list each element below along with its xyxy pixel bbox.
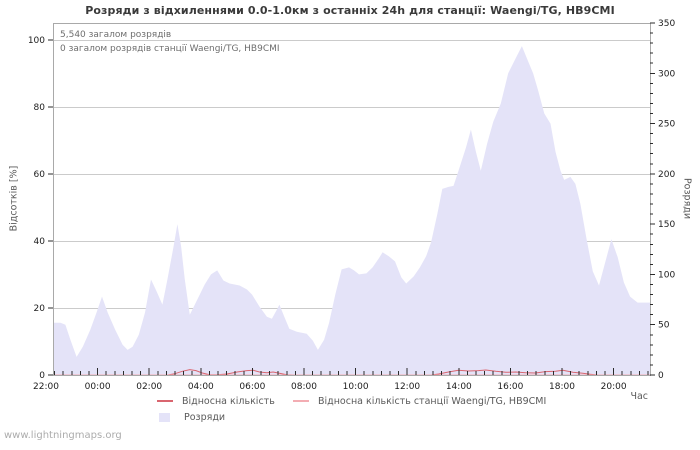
y-right-tick-label: 0 bbox=[658, 371, 664, 381]
x-tick-label: 16:00 bbox=[497, 382, 523, 392]
watermark-link[interactable]: www.lightningmaps.org bbox=[4, 430, 122, 441]
chart-title: Розряди з відхиленнями 0.0-1.0км з остан… bbox=[85, 4, 615, 17]
y-right-tick-label: 50 bbox=[658, 321, 670, 331]
y-left-tick-label: 80 bbox=[34, 103, 46, 113]
y-axis-left-title: Відсотків [%] bbox=[8, 165, 20, 232]
y-right-tick-label: 350 bbox=[658, 19, 675, 29]
annotation-total-discharges: 5,540 загалом розрядів bbox=[60, 30, 172, 40]
x-tick-label: 20:00 bbox=[601, 382, 627, 392]
y-left-tick-label: 60 bbox=[34, 170, 46, 180]
y-right-tick-label: 150 bbox=[658, 220, 675, 230]
x-axis-title: Час bbox=[630, 391, 648, 402]
legend-item-station-relative-count: Відносна кількість станції Waengi/TG, HB… bbox=[293, 395, 546, 407]
legend-label-relative: Відносна кількість bbox=[182, 395, 275, 407]
y-right-tick-label: 100 bbox=[658, 270, 675, 280]
x-tick-label: 10:00 bbox=[343, 382, 369, 392]
y-left-tick-label: 40 bbox=[34, 237, 46, 247]
y-left-tick-label: 0 bbox=[39, 371, 45, 381]
legend-item-relative-count: Відносна кількість bbox=[157, 395, 275, 407]
x-tick-label: 06:00 bbox=[239, 382, 265, 392]
x-tick-label: 12:00 bbox=[394, 382, 420, 392]
legend-label-discharges: Розряди bbox=[184, 411, 226, 423]
x-tick-label: 02:00 bbox=[136, 382, 162, 392]
x-tick-label: 18:00 bbox=[549, 382, 575, 392]
axis-ticks bbox=[48, 22, 655, 376]
x-tick-label: 04:00 bbox=[188, 382, 214, 392]
x-tick-label: 08:00 bbox=[291, 382, 317, 392]
y-left-tick-label: 20 bbox=[34, 304, 46, 314]
plot-border bbox=[53, 23, 651, 376]
annotation-station-total-discharges: 0 загалом розрядів станції Waengi/TG, HB… bbox=[60, 44, 280, 54]
y-right-tick-label: 200 bbox=[658, 170, 675, 180]
legend-area-swatch-discharges bbox=[159, 412, 170, 422]
discharges-area-series bbox=[53, 46, 650, 375]
legend-item-discharges: Розряди bbox=[157, 411, 225, 423]
y-axis-right-title: Розряди bbox=[681, 177, 693, 220]
x-tick-label: 00:00 bbox=[85, 382, 111, 392]
y-left-tick-label: 100 bbox=[28, 36, 45, 46]
y-right-tick-label: 300 bbox=[658, 69, 675, 79]
y-right-tick-label: 250 bbox=[658, 120, 675, 130]
legend-line-swatch-station-relative bbox=[293, 400, 309, 402]
x-tick-label: 22:00 bbox=[33, 382, 59, 392]
legend-label-station-relative: Відносна кількість станції Waengi/TG, HB… bbox=[318, 395, 547, 407]
x-tick-label: 14:00 bbox=[446, 382, 472, 392]
axis-tick-labels: 0 20 40 60 80 100 0 50 100 150 200 250 300 350 22:00 00… bbox=[28, 19, 676, 392]
legend-line-swatch-relative bbox=[157, 400, 173, 402]
